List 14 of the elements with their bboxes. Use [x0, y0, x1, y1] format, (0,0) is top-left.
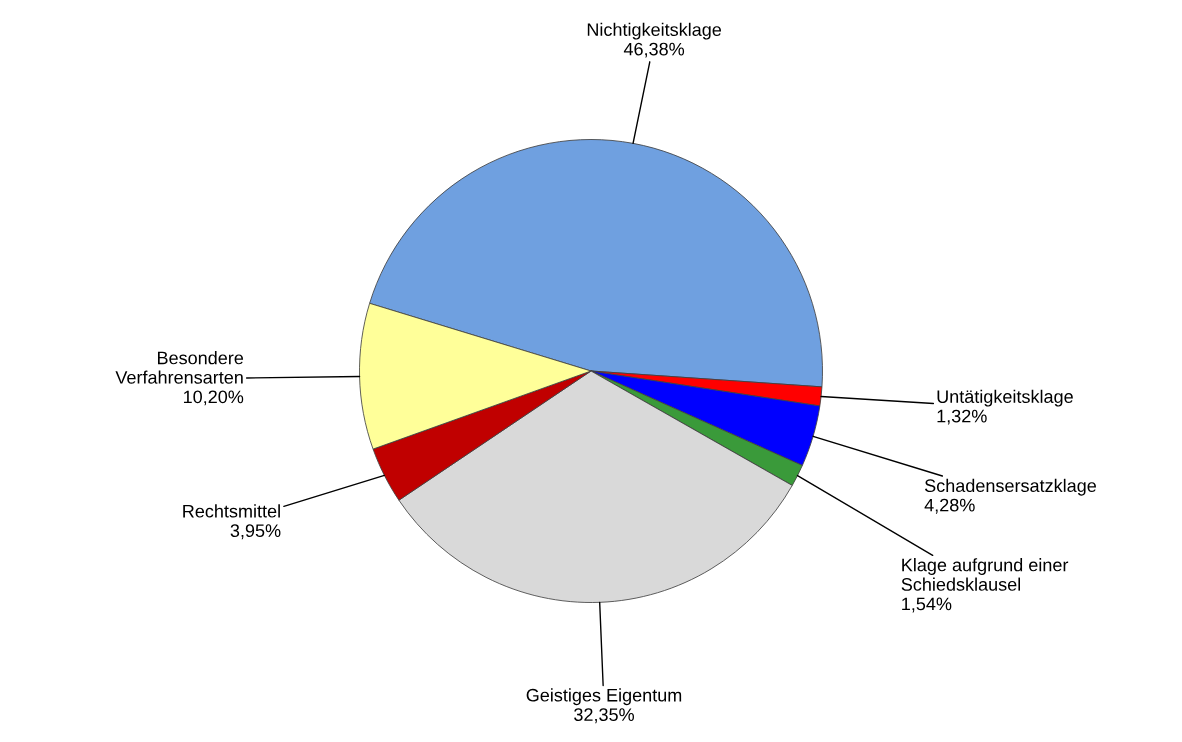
slice-label: Schadensersatzklage — [924, 478, 1096, 496]
data-label: 10,20% — [183, 390, 244, 406]
data-label: 1,32% — [937, 409, 987, 425]
slice-label: Klage aufgrund einer Schiedsklausel — [901, 558, 1069, 591]
slice-label: Nichtigkeitsklage — [587, 22, 722, 40]
slice-label: Geistiges Eigentum — [526, 688, 682, 706]
slice-label: Rechtsmittel — [183, 504, 280, 518]
slice-label: Untätigkeitsklage — [937, 389, 1073, 407]
data-label: 4,28% — [924, 498, 975, 514]
data-label: 3,95% — [230, 524, 281, 540]
slice-label: Besondere Verfahrensarten — [115, 351, 244, 384]
data-label: 32,35% — [574, 708, 634, 724]
data-label: 1,54% — [902, 597, 952, 613]
data-label: 46,38% — [623, 42, 685, 58]
